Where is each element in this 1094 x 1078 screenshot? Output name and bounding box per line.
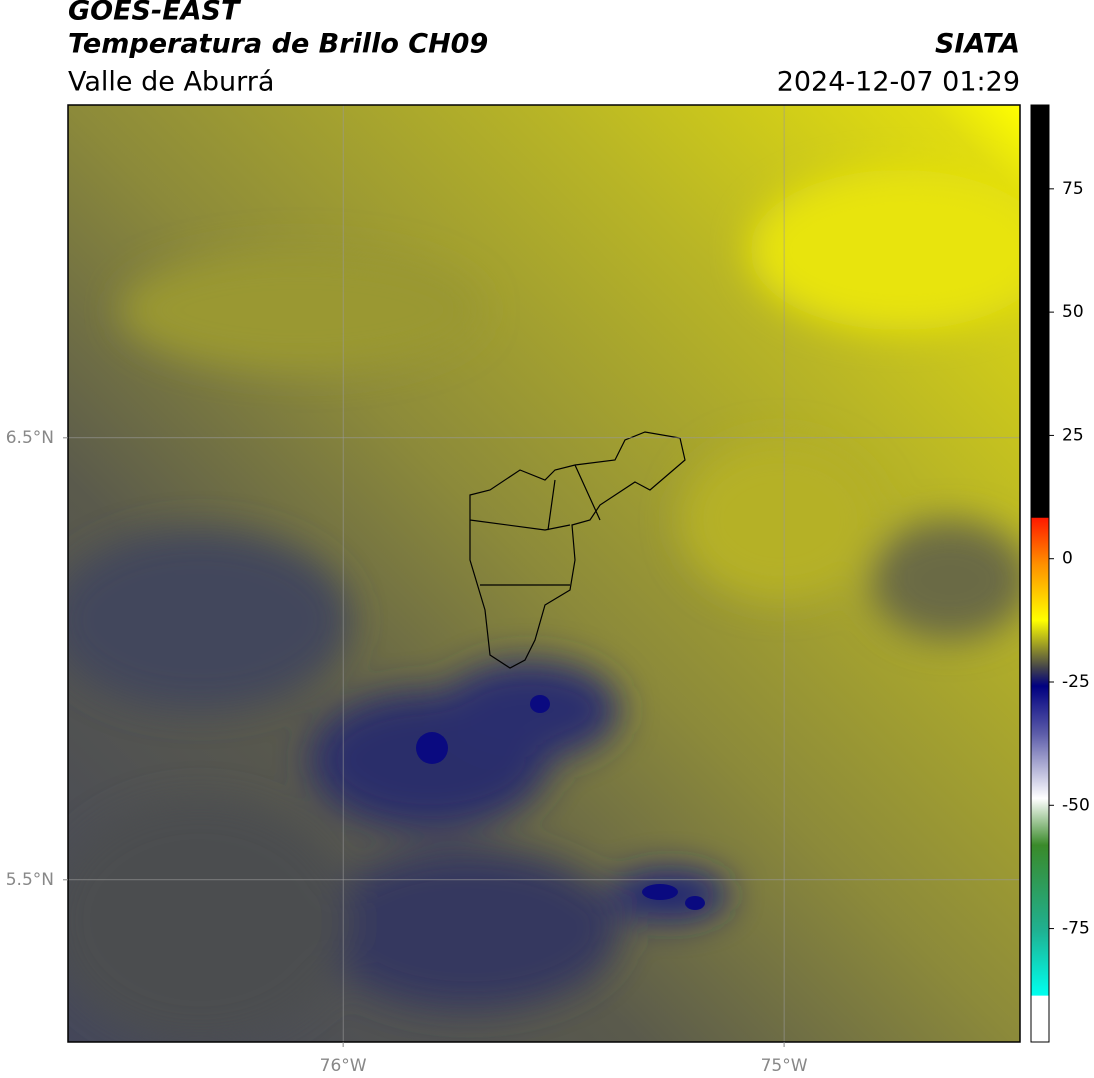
colorbar-tick-label: 25 <box>1062 425 1084 445</box>
x-tick-label: 76°W <box>320 1056 367 1076</box>
source: SIATA <box>935 29 1020 60</box>
colorbar-tick-label: -50 <box>1062 795 1090 815</box>
map-frame <box>67 104 1021 1043</box>
colorbar-tick-label: -25 <box>1062 672 1090 692</box>
product: GOES-EAST <box>68 0 242 27</box>
x-tick-label: 75°W <box>761 1056 808 1076</box>
y-tick-label: 5.5°N <box>6 870 54 890</box>
satellite-image <box>68 105 1020 1042</box>
colorbar-tick-label: 75 <box>1062 179 1084 199</box>
grid <box>68 105 1020 1042</box>
colorbar-tick-label: 50 <box>1062 302 1084 322</box>
colorbar <box>1030 104 1050 1043</box>
colorbar-tick-label: 0 <box>1062 549 1073 569</box>
title: Temperatura de Brillo CH09 <box>68 29 488 60</box>
municipality-boundaries <box>469 431 686 669</box>
region: Valle de Aburrá <box>68 67 274 98</box>
timestamp: 2024-12-07 01:29 <box>777 67 1020 98</box>
colorbar-tick-label: -75 <box>1062 919 1090 939</box>
y-tick-label: 6.5°N <box>6 428 54 448</box>
